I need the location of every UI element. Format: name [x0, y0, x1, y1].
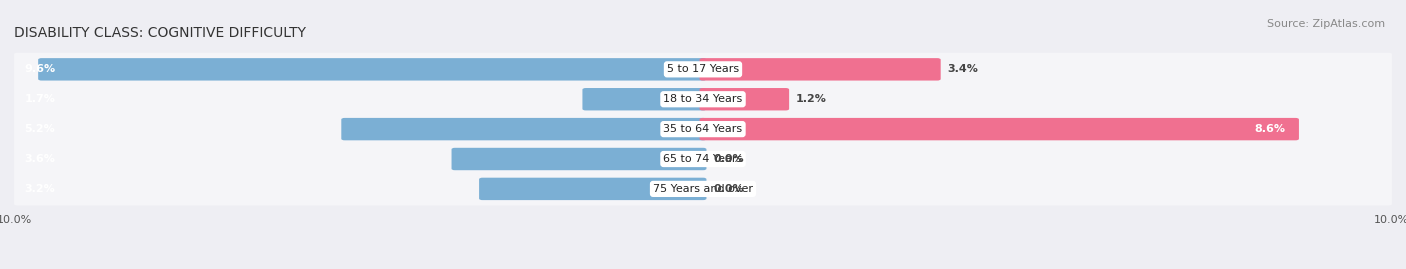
Text: 0.0%: 0.0%: [713, 184, 744, 194]
Text: 3.2%: 3.2%: [24, 184, 55, 194]
Text: 18 to 34 Years: 18 to 34 Years: [664, 94, 742, 104]
FancyBboxPatch shape: [342, 118, 706, 140]
FancyBboxPatch shape: [700, 118, 1299, 140]
Text: 65 to 74 Years: 65 to 74 Years: [664, 154, 742, 164]
Text: DISABILITY CLASS: COGNITIVE DIFFICULTY: DISABILITY CLASS: COGNITIVE DIFFICULTY: [14, 26, 307, 40]
FancyBboxPatch shape: [14, 53, 1392, 86]
FancyBboxPatch shape: [700, 58, 941, 80]
Text: 3.4%: 3.4%: [948, 64, 979, 74]
Text: 1.7%: 1.7%: [24, 94, 55, 104]
Text: 35 to 64 Years: 35 to 64 Years: [664, 124, 742, 134]
Text: 5.2%: 5.2%: [24, 124, 55, 134]
FancyBboxPatch shape: [700, 88, 789, 111]
Text: 1.2%: 1.2%: [796, 94, 827, 104]
FancyBboxPatch shape: [14, 142, 1392, 176]
Text: Source: ZipAtlas.com: Source: ZipAtlas.com: [1267, 19, 1385, 29]
Text: 3.6%: 3.6%: [24, 154, 55, 164]
FancyBboxPatch shape: [582, 88, 706, 111]
Text: 9.6%: 9.6%: [24, 64, 55, 74]
Legend: Male, Female: Male, Female: [641, 266, 765, 269]
Text: 8.6%: 8.6%: [1254, 124, 1285, 134]
FancyBboxPatch shape: [451, 148, 706, 170]
FancyBboxPatch shape: [38, 58, 706, 80]
Text: 5 to 17 Years: 5 to 17 Years: [666, 64, 740, 74]
FancyBboxPatch shape: [479, 178, 706, 200]
FancyBboxPatch shape: [14, 112, 1392, 146]
Text: 75 Years and over: 75 Years and over: [652, 184, 754, 194]
FancyBboxPatch shape: [14, 83, 1392, 116]
FancyBboxPatch shape: [14, 172, 1392, 206]
Text: 0.0%: 0.0%: [713, 154, 744, 164]
